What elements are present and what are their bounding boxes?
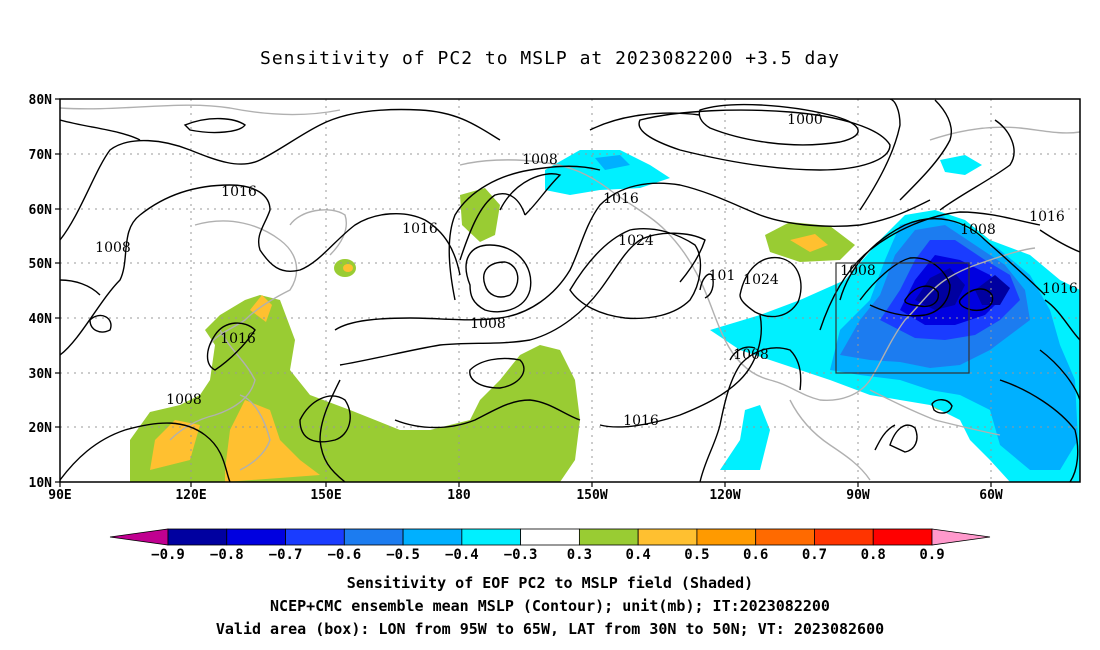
contour-label: 1008: [470, 316, 506, 332]
colorbar-segment: [931, 528, 991, 546]
contour-label: 1024: [743, 272, 779, 288]
colorbar-label: −0.9: [151, 547, 185, 563]
lon-label: 120W: [709, 488, 740, 503]
contour-labels: 1000 1008 1016 1008 1016 1016 1008 1016 …: [95, 112, 1078, 429]
map-title: Sensitivity of PC2 to MSLP at 2023082200…: [259, 48, 840, 69]
contour-label: 1016: [1029, 209, 1065, 225]
colorbar-label: 0.9: [919, 547, 944, 563]
colorbar-label: −0.3: [504, 547, 538, 563]
contour-label: 1008: [522, 152, 558, 168]
lon-label: 180: [447, 488, 471, 503]
lon-label: 150W: [576, 488, 607, 503]
colorbar: −0.9 −0.8 −0.7 −0.6 −0.5 −0.4 −0.3 0.3 0.4 0.5 0.6…: [109, 528, 991, 563]
contour-label: 1016: [220, 331, 256, 347]
colorbar-label: 0.8: [861, 547, 886, 563]
colorbar-segment: [578, 528, 639, 546]
lat-label: 50N: [29, 257, 53, 272]
contour-label: 101: [709, 268, 736, 284]
lat-label: 30N: [29, 367, 53, 382]
colorbar-label: −0.8: [210, 547, 244, 563]
latitude-labels: 80N 70N 60N 50N 40N 30N 20N 10N: [29, 93, 53, 491]
lat-label: 80N: [29, 93, 53, 108]
colorbar-label: −0.7: [269, 547, 303, 563]
colorbar-label: −0.5: [386, 547, 420, 563]
graticule: [60, 99, 1080, 482]
contour-label: 1016: [402, 221, 438, 237]
lon-label: 150E: [310, 488, 341, 503]
colorbar-segment: [696, 528, 757, 546]
contour-label: 1016: [221, 184, 257, 200]
mslp-contours: [60, 99, 1080, 482]
coastlines: [60, 104, 1080, 481]
lat-label: 60N: [29, 203, 53, 218]
colorbar-label: 0.6: [743, 547, 768, 563]
colorbar-label: 0.7: [802, 547, 827, 563]
colorbar-segment: [755, 528, 815, 546]
colorbar-segment: [167, 528, 228, 546]
colorbar-segment: [814, 528, 874, 546]
colorbar-segment: [402, 528, 463, 546]
lat-label: 70N: [29, 148, 53, 163]
colorbar-label: −0.4: [445, 547, 479, 563]
colorbar-segment: [109, 528, 169, 546]
valid-area-box: [835, 262, 970, 374]
longitude-labels: 90E 120E 150E 180 150W 120W 90W 60W: [48, 488, 1003, 503]
contour-label: 1008: [733, 347, 769, 363]
colorbar-segment: [872, 528, 933, 546]
lat-label: 10N: [29, 476, 53, 491]
contour-label: 1000: [787, 112, 823, 128]
colorbar-segment: [343, 528, 404, 546]
colorbar-label: −0.6: [327, 547, 361, 563]
lat-label: 20N: [29, 421, 53, 436]
colorbar-segment: [285, 528, 345, 546]
lon-label: 90W: [846, 488, 870, 503]
contour-label: 1016: [623, 413, 659, 429]
colorbar-label: 0.3: [567, 547, 592, 563]
colorbar-label: 0.4: [626, 547, 651, 563]
contour-label: 1008: [166, 392, 202, 408]
colorbar-segment: [520, 528, 580, 546]
contour-label: 1008: [960, 222, 996, 238]
colorbar-segment: [226, 528, 286, 546]
caption-line-3: Valid area (box): LON from 95W to 65W, L…: [215, 620, 885, 638]
shaded-negative-sensitivity: [545, 150, 1080, 482]
lon-label: 90E: [48, 488, 71, 503]
contour-label: 1008: [95, 240, 131, 256]
colorbar-segment: [637, 528, 698, 546]
shaded-positive-sensitivity: [130, 188, 947, 482]
axis-ticks: [55, 98, 992, 487]
lat-label: 40N: [29, 312, 53, 327]
lon-label: 60W: [979, 488, 1003, 503]
lon-label: 120E: [175, 488, 206, 503]
contour-label: 1016: [603, 191, 639, 207]
contour-label: 1016: [1042, 281, 1078, 297]
map-frame: [59, 98, 1081, 483]
contour-label: 1024: [618, 233, 654, 249]
caption-line-1: Sensitivity of EOF PC2 to MSLP field (Sh…: [346, 574, 754, 592]
caption-line-2: NCEP+CMC ensemble mean MSLP (Contour); u…: [270, 597, 830, 615]
contour-label: 1008: [840, 263, 876, 279]
colorbar-segment: [461, 528, 522, 546]
colorbar-label: 0.5: [684, 547, 709, 563]
